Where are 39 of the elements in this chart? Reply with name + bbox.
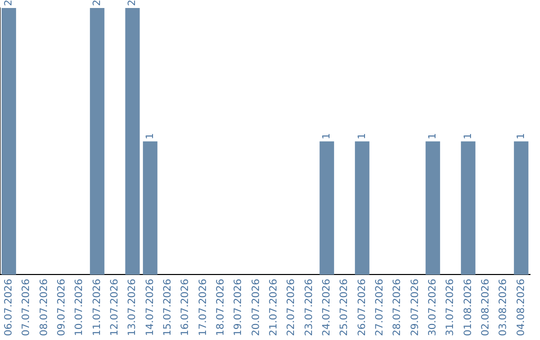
data-label: 2 [3,0,14,6]
x-tick-label: 03.08.2026 [498,278,510,336]
x-tick-label: 27.07.2026 [374,278,386,336]
x-tick-label: 09.07.2026 [56,278,68,336]
x-tick-label: 16.07.2026 [180,278,192,336]
x-tick-label: 28.07.2026 [392,278,404,336]
x-tick-label: 10.07.2026 [74,278,86,336]
data-label: 1 [462,132,474,140]
data-label: 2 [127,0,138,6]
x-tick-label: 06.07.2026 [3,278,14,336]
data-label: 2 [92,0,103,6]
x-tick-label: 11.07.2026 [92,278,103,336]
x-tick-label: 19.07.2026 [233,278,244,336]
x-tick-label: 18.07.2026 [215,278,226,336]
data-label: 1 [356,132,368,140]
x-tick-label: 01.08.2026 [462,278,474,336]
data-label: 1 [516,132,527,140]
x-tick-label: 14.07.2026 [144,278,156,336]
x-tick-label: 13.07.2026 [127,278,138,336]
x-tick-label: 30.07.2026 [427,278,438,336]
x-tick-label: 21.07.2026 [268,278,280,336]
x-tick-label: 02.08.2026 [480,278,492,336]
x-tick-label: 23.07.2026 [304,278,315,336]
x-tick-label: 25.07.2026 [339,278,350,336]
x-tick-label: 26.07.2026 [356,278,368,336]
x-tick-label: 12.07.2026 [109,278,120,336]
x-tick-label: 24.07.2026 [321,278,332,336]
x-tick-label: 07.07.2026 [21,278,32,336]
x-tick-label: 29.07.2026 [410,278,421,336]
data-label: 1 [144,132,156,140]
x-tick-label: 20.07.2026 [250,278,262,336]
x-tick-label: 04.08.2026 [516,278,527,336]
x-tick-label: 08.07.2026 [38,278,50,336]
x-tick-label: 22.07.2026 [286,278,298,336]
x-tick-label: 31.07.2026 [445,278,456,336]
x-tick-label: 17.07.2026 [198,278,209,336]
x-tick-label: 15.07.2026 [162,278,174,336]
data-label: 1 [321,132,332,140]
data-label: 1 [427,132,438,140]
